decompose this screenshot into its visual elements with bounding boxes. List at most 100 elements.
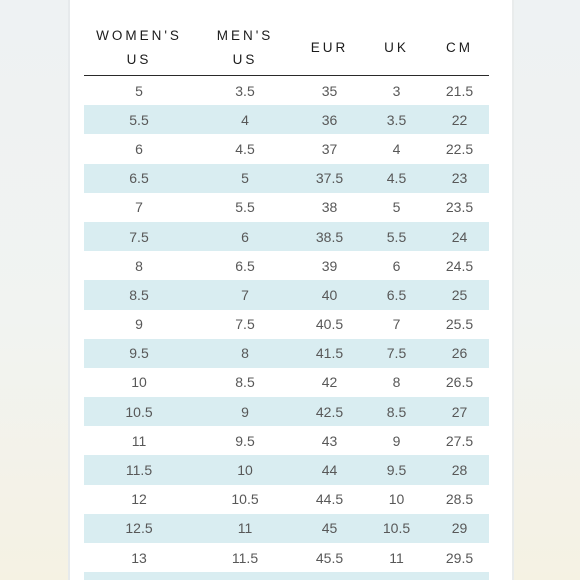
header-mens-us-line2: US bbox=[232, 51, 258, 67]
cell-womens-us: 9 bbox=[135, 316, 143, 333]
panel-edge-left bbox=[68, 0, 70, 580]
cell-eur: 38.5 bbox=[296, 221, 363, 252]
cell-mens-us: 5.5 bbox=[235, 199, 255, 216]
cell-uk: 8 bbox=[392, 374, 401, 391]
cell-cm: 29 bbox=[430, 513, 489, 543]
cell-cm: 26.5 bbox=[445, 374, 474, 391]
size-chart-table: WOMEN'S US MEN'S US EUR UK CM 5 3.5 35 3 21.… bbox=[84, 20, 489, 580]
cell-womens-us: 10 bbox=[131, 374, 147, 391]
cell-mens-us: 6 bbox=[194, 221, 296, 252]
cell-womens-us: 5.5 bbox=[84, 105, 194, 135]
header-uk-label: UK bbox=[384, 39, 409, 55]
table-row: 11 9.5 43 9 27.5 bbox=[84, 426, 489, 455]
table-row: 5 3.5 35 3 21.5 bbox=[84, 76, 489, 106]
cell-eur: 35 bbox=[321, 82, 338, 99]
cell-mens-us: 6.5 bbox=[235, 257, 255, 274]
cell-uk: 7.5 bbox=[363, 338, 430, 368]
cell-cm: 26 bbox=[430, 338, 489, 368]
cell-eur: 40 bbox=[296, 280, 363, 310]
table-row: 10 8.5 42 8 26.5 bbox=[84, 368, 489, 397]
cell-womens-us: 8.5 bbox=[84, 280, 194, 310]
table-row: 13 11.5 45.5 11 29.5 bbox=[84, 543, 489, 572]
cell-mens-us: 9 bbox=[194, 397, 296, 427]
header-cm: CM bbox=[430, 20, 489, 76]
table-row: 8 6.5 39 6 24.5 bbox=[84, 251, 489, 280]
panel-edge-right bbox=[512, 0, 514, 580]
cell-uk: 10.5 bbox=[363, 513, 430, 543]
cell-eur: 45 bbox=[296, 513, 363, 543]
cell-cm: 28.5 bbox=[445, 491, 474, 508]
cell-mens-us: 5 bbox=[194, 163, 296, 193]
header-uk: UK bbox=[363, 20, 430, 76]
cell-womens-us: 13 bbox=[131, 549, 147, 566]
cell-womens-us: 12.5 bbox=[84, 513, 194, 543]
size-chart-panel: WOMEN'S US MEN'S US EUR UK CM 5 3.5 35 3 21.… bbox=[70, 0, 512, 580]
cell-mens-us: 7.5 bbox=[235, 316, 255, 333]
cell-uk: 5 bbox=[392, 199, 401, 216]
table-row: 6 4.5 37 4 22.5 bbox=[84, 134, 489, 163]
cell-cm: 24 bbox=[430, 221, 489, 252]
cell-uk: 5.5 bbox=[363, 221, 430, 252]
cell-cm: 22 bbox=[430, 105, 489, 135]
cell-cm: 23 bbox=[430, 163, 489, 193]
table-row: 7 5.5 38 5 23.5 bbox=[84, 193, 489, 222]
cell-womens-us: 10.5 bbox=[84, 397, 194, 427]
cell-cm: 28 bbox=[430, 455, 489, 485]
cell-womens-us: 7 bbox=[135, 199, 143, 216]
cell-womens-us: 8 bbox=[135, 257, 143, 274]
cell-eur: 42 bbox=[321, 374, 338, 391]
cell-eur: 38 bbox=[321, 199, 338, 216]
cell-uk bbox=[363, 572, 430, 580]
cell-cm: 27.5 bbox=[445, 432, 474, 449]
cell-eur: 37.5 bbox=[296, 163, 363, 193]
cell-eur: 37 bbox=[321, 140, 338, 157]
cell-cm: 25 bbox=[430, 280, 489, 310]
table-row: 6.5 5 37.5 4.5 23 bbox=[84, 163, 489, 193]
cell-womens-us: 5 bbox=[135, 82, 143, 99]
cell-womens-us: 11.5 bbox=[84, 455, 194, 485]
cell-mens-us: 10 bbox=[194, 455, 296, 485]
cell-womens-us bbox=[84, 572, 194, 580]
cell-cm: 29.5 bbox=[445, 549, 474, 566]
cell-uk: 8.5 bbox=[363, 397, 430, 427]
cell-eur: 42.5 bbox=[296, 397, 363, 427]
cell-mens-us: 10.5 bbox=[231, 491, 259, 508]
cell-mens-us: 8.5 bbox=[235, 374, 255, 391]
cell-womens-us: 7.5 bbox=[84, 221, 194, 252]
header-womens-us-line2: US bbox=[126, 51, 152, 67]
cell-eur bbox=[296, 572, 363, 580]
cell-cm: 23.5 bbox=[445, 199, 474, 216]
cell-womens-us: 6.5 bbox=[84, 163, 194, 193]
cell-mens-us: 4 bbox=[194, 105, 296, 135]
cell-eur: 40.5 bbox=[315, 316, 344, 333]
header-mens-us-line1: MEN'S bbox=[216, 27, 274, 43]
cell-eur: 44 bbox=[296, 455, 363, 485]
table-row: 8.5 7 40 6.5 25 bbox=[84, 280, 489, 310]
cell-womens-us: 11 bbox=[131, 432, 147, 449]
table-row bbox=[84, 572, 489, 580]
table-row: 9 7.5 40.5 7 25.5 bbox=[84, 310, 489, 339]
cell-uk: 9 bbox=[392, 432, 401, 449]
table-row: 12.5 11 45 10.5 29 bbox=[84, 513, 489, 543]
cell-uk: 3 bbox=[392, 82, 401, 99]
cell-eur: 43 bbox=[321, 432, 338, 449]
table-row: 7.5 6 38.5 5.5 24 bbox=[84, 221, 489, 252]
cell-mens-us: 11 bbox=[194, 513, 296, 543]
cell-uk: 9.5 bbox=[363, 455, 430, 485]
header-eur-label: EUR bbox=[310, 39, 349, 55]
cell-uk: 11 bbox=[389, 549, 404, 566]
header-womens-us: WOMEN'S US bbox=[84, 20, 194, 76]
cell-cm: 22.5 bbox=[445, 140, 474, 157]
table-row: 5.5 4 36 3.5 22 bbox=[84, 105, 489, 135]
cell-uk: 7 bbox=[392, 316, 401, 333]
cell-mens-us: 7 bbox=[194, 280, 296, 310]
cell-mens-us: 8 bbox=[194, 338, 296, 368]
table-row: 10.5 9 42.5 8.5 27 bbox=[84, 397, 489, 427]
cell-cm: 21.5 bbox=[445, 82, 474, 99]
header-mens-us: MEN'S US bbox=[194, 20, 296, 76]
cell-cm bbox=[430, 572, 489, 580]
cell-eur: 36 bbox=[296, 105, 363, 135]
cell-womens-us: 9.5 bbox=[84, 338, 194, 368]
header-eur: EUR bbox=[296, 20, 363, 76]
table-row: 11.5 10 44 9.5 28 bbox=[84, 455, 489, 485]
